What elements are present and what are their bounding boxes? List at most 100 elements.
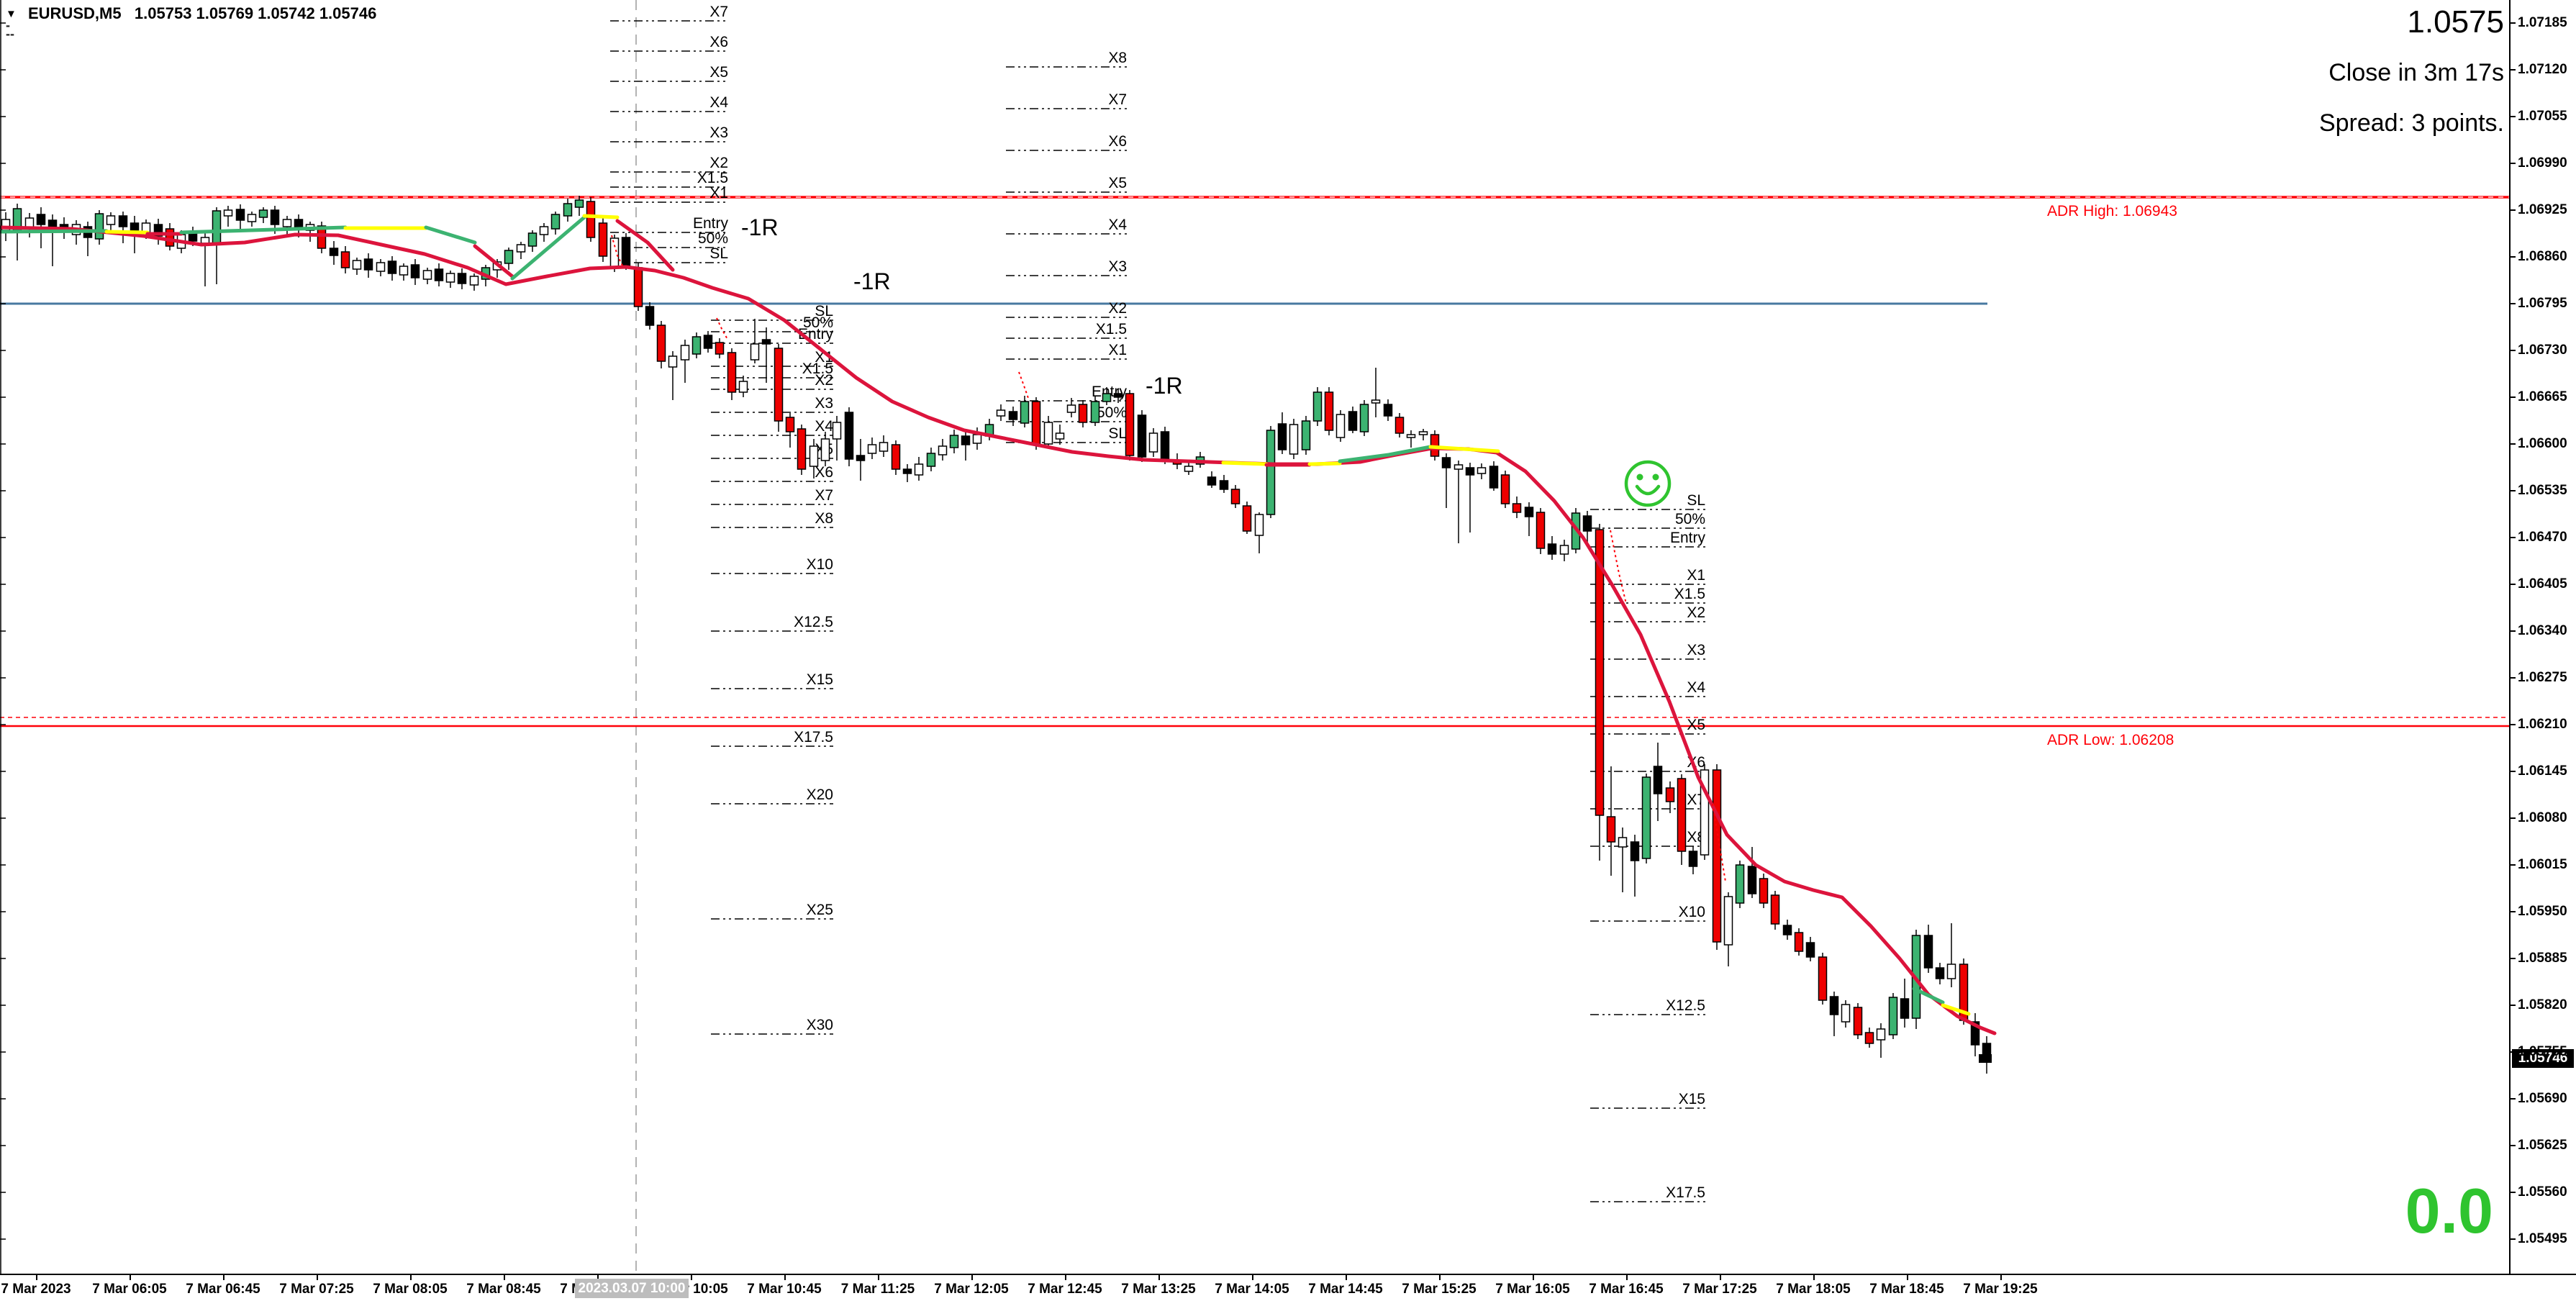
candle-body xyxy=(844,412,854,460)
candle-body xyxy=(258,209,268,218)
price-axis-label: 1.05885 xyxy=(2518,951,2567,966)
trade-2-level-label-SL: SL xyxy=(815,303,833,319)
candle-body xyxy=(1923,935,1933,969)
candle-body xyxy=(1547,543,1557,555)
candle-body xyxy=(609,237,620,268)
candle-body xyxy=(1301,420,1311,450)
candle-body xyxy=(832,422,842,440)
candle-body xyxy=(165,228,175,247)
price-axis-label: 1.06990 xyxy=(2518,155,2567,171)
candle-body xyxy=(1500,474,1510,504)
time-axis-tick xyxy=(597,1275,599,1280)
time-axis-tick xyxy=(36,1275,37,1280)
candle-body xyxy=(1090,401,1100,423)
ma-fast-segment xyxy=(0,229,109,234)
trade-4-level-label-X1.5: X1.5 xyxy=(1674,586,1705,602)
candle-body xyxy=(1536,512,1546,549)
candle-body xyxy=(938,445,948,455)
candle-body xyxy=(118,215,128,227)
candle-body xyxy=(1324,391,1334,431)
time-axis-tick xyxy=(1346,1275,1347,1280)
trade-1-level-label-X6: X6 xyxy=(709,34,728,50)
price-axis-tick xyxy=(2511,1145,2516,1146)
trade-1-level-label-X1: X1 xyxy=(709,185,728,201)
price-axis[interactable]: 1.05746 1.07185 1.07120 1.07055 1.06990 1.06… xyxy=(2509,0,2576,1274)
time-axis-label: 7 Mar 19:25 xyxy=(1963,1282,2038,1297)
candle-body xyxy=(972,434,982,444)
time-axis-label: 7 Mar 10:45 xyxy=(747,1282,822,1297)
trade-2-level-label-X4: X4 xyxy=(815,418,833,435)
time-axis-label: 7 Mar 12:45 xyxy=(1028,1282,1102,1297)
price-axis-tick xyxy=(2511,396,2516,398)
chevron-down-icon[interactable]: ▼ xyxy=(6,8,17,20)
trade-3-level-label-X1: X1 xyxy=(1108,342,1127,358)
trade-3-level-label-X2: X2 xyxy=(1108,300,1127,317)
symbol-info: ▼ EURUSD,M5 1.05753 1.05769 1.05742 1.05… xyxy=(6,4,376,23)
candle-body xyxy=(1653,766,1663,794)
trade-2-level-label-X3: X3 xyxy=(815,395,833,412)
time-axis-tick xyxy=(1158,1275,1160,1280)
trade-1-level-label-Entry: Entry xyxy=(693,215,729,232)
trade-4-level-label-X5: X5 xyxy=(1687,717,1705,733)
trailing-stop-dots xyxy=(1712,803,1726,882)
price-axis-tick xyxy=(2511,1051,2516,1053)
candle-body xyxy=(1125,393,1135,456)
price-axis-label: 1.06860 xyxy=(2518,249,2567,264)
price-axis-tick xyxy=(2511,817,2516,819)
price-axis-label: 1.06470 xyxy=(2518,530,2567,545)
candle-body xyxy=(1078,404,1088,423)
candle-body xyxy=(1641,776,1651,859)
candle-body xyxy=(1888,997,1898,1035)
candle-body xyxy=(961,435,971,445)
trade-3-level-label-X5: X5 xyxy=(1108,175,1127,191)
big-price-readout: 1.0575 xyxy=(2407,4,2504,40)
candle-body xyxy=(1618,837,1628,848)
time-axis-tick xyxy=(130,1275,131,1280)
candle-body xyxy=(352,260,362,270)
ma-fast-segment xyxy=(424,225,477,245)
candle-body xyxy=(1043,422,1053,445)
trade-3-level-label-X1.5: X1.5 xyxy=(1096,321,1127,337)
time-axis-tick xyxy=(2000,1275,2002,1280)
price-axis-tick xyxy=(2511,864,2516,866)
ma-fast-segment xyxy=(1307,461,1342,466)
ma-fast-segment xyxy=(473,244,514,278)
candle-body xyxy=(504,250,514,264)
candle-body xyxy=(1008,411,1018,420)
trade-1-level-label-X4: X4 xyxy=(709,94,728,111)
trade-4-level-label-50%: 50% xyxy=(1675,511,1705,527)
candle-body xyxy=(691,336,702,355)
price-chart-canvas[interactable]: ADR Low: 1.06208 ADR High: 1.06943 X7 X6 X5 X… xyxy=(0,0,2509,1274)
candle-body xyxy=(434,268,444,281)
candle-body xyxy=(1805,942,1815,958)
candle-body xyxy=(1723,896,1733,946)
price-axis-label: 1.07055 xyxy=(2518,109,2567,124)
price-axis-tick xyxy=(2511,1098,2516,1100)
candle-body xyxy=(797,428,807,470)
time-axis[interactable]: 7 Mar 2023 7 Mar 06:05 7 Mar 06:45 7 Mar 07… xyxy=(0,1274,2576,1301)
trade-2-level-label-X25: X25 xyxy=(807,902,833,918)
trade-2-level-label-X6: X6 xyxy=(815,464,833,481)
time-axis-tick xyxy=(1439,1275,1441,1280)
ma-fast-segment xyxy=(1338,445,1433,463)
candle-body xyxy=(1335,414,1346,438)
adr-high-label: ADR High: 1.06943 xyxy=(2047,203,2177,219)
price-axis-label: 1.05495 xyxy=(2518,1231,2567,1246)
candle-body xyxy=(387,260,397,274)
candle-body xyxy=(469,276,479,286)
candle-body xyxy=(586,201,596,238)
smiley-eye-right xyxy=(1652,473,1659,481)
candle-body xyxy=(94,213,104,240)
candle-body xyxy=(247,214,257,222)
price-axis-tick xyxy=(2511,22,2516,24)
candle-body xyxy=(949,435,959,448)
candle-body xyxy=(656,325,666,362)
candle-body xyxy=(856,455,866,461)
price-axis-tick xyxy=(2511,69,2516,71)
candle-body xyxy=(1219,480,1229,490)
last-price-marker xyxy=(1979,1054,1992,1063)
trade-2-level-label-X15: X15 xyxy=(807,671,833,688)
candle-body xyxy=(1970,1021,1980,1046)
candle-body xyxy=(270,209,280,225)
profit-readout: 0.0 xyxy=(2405,1175,2493,1246)
